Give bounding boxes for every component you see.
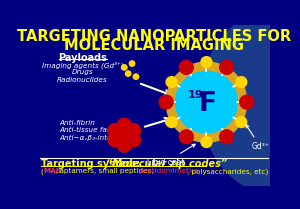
Circle shape	[236, 117, 247, 127]
Text: Targeting system:: Targeting system:	[40, 159, 140, 169]
Text: Payloads: Payloads	[58, 53, 107, 63]
Circle shape	[117, 138, 131, 152]
Circle shape	[166, 117, 177, 127]
Circle shape	[201, 137, 212, 148]
Text: Anti-tissue factor: Anti-tissue factor	[59, 127, 121, 134]
Circle shape	[108, 133, 122, 147]
Circle shape	[176, 71, 238, 133]
Circle shape	[119, 130, 130, 141]
Text: Anti−αᵥβ₃-integrin: Anti−αᵥβ₃-integrin	[59, 135, 126, 141]
Text: Radionuclides: Radionuclides	[57, 77, 108, 83]
Circle shape	[133, 74, 139, 79]
Text: TARGETING NANOPARTICLES FOR: TARGETING NANOPARTICLES FOR	[17, 29, 291, 44]
Circle shape	[179, 130, 193, 144]
Text: Lipid coat: Lipid coat	[147, 144, 195, 167]
Circle shape	[129, 61, 135, 66]
Text: MOLECULAR IMAGING: MOLECULAR IMAGING	[64, 38, 244, 53]
Circle shape	[166, 77, 177, 87]
Text: 19: 19	[188, 90, 203, 100]
Text: Drugs: Drugs	[72, 69, 93, 75]
Text: Gd³⁺: Gd³⁺	[246, 125, 269, 151]
Text: MAb: MAb	[44, 168, 62, 174]
Text: , polysaccharides, etc): , polysaccharides, etc)	[187, 168, 268, 175]
Circle shape	[201, 57, 212, 68]
Circle shape	[159, 95, 173, 109]
Circle shape	[179, 60, 193, 74]
Circle shape	[127, 133, 141, 147]
Circle shape	[117, 118, 131, 132]
Circle shape	[125, 71, 131, 76]
Text: F: F	[199, 91, 217, 117]
Circle shape	[127, 124, 141, 138]
Circle shape	[108, 124, 122, 138]
Text: Imaging agents (Gd³⁺): Imaging agents (Gd³⁺)	[42, 61, 123, 69]
Circle shape	[166, 62, 247, 142]
Text: peptidomimetics: peptidomimetics	[138, 168, 199, 174]
Circle shape	[236, 77, 247, 87]
Text: Anti-fibrin: Anti-fibrin	[59, 120, 95, 126]
Circle shape	[220, 60, 234, 74]
Circle shape	[122, 65, 127, 70]
Polygon shape	[200, 11, 278, 195]
Circle shape	[240, 95, 254, 109]
Text: (: (	[40, 168, 43, 175]
Text: “Molecular zip codes”: “Molecular zip codes”	[106, 159, 227, 169]
Circle shape	[220, 130, 234, 144]
Text: , aptamers, small peptides,: , aptamers, small peptides,	[55, 168, 155, 174]
